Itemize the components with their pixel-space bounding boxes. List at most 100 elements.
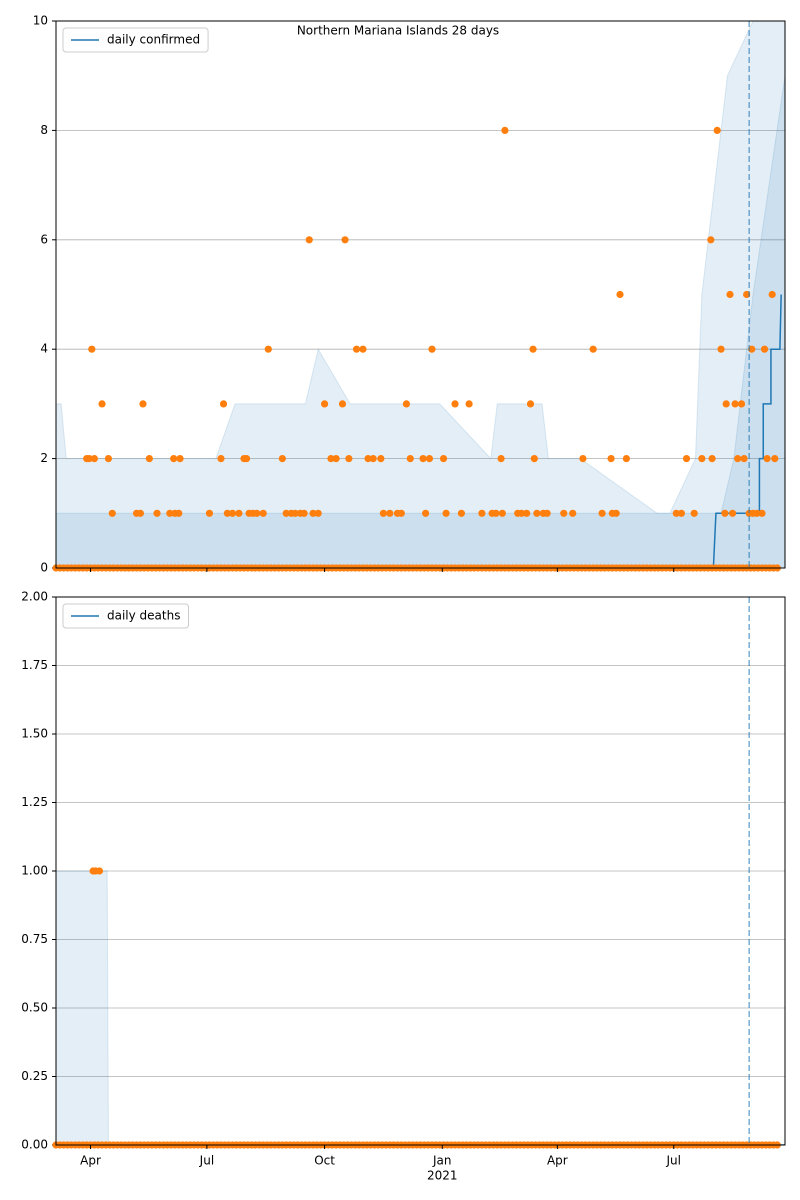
y-tick-label: 2 — [40, 451, 48, 465]
scatter-point — [166, 509, 174, 517]
y-tick-label: 1.00 — [21, 864, 48, 878]
scatter-point — [95, 867, 104, 875]
y-tick-label: 6 — [40, 232, 48, 246]
scatter-point — [607, 455, 615, 463]
scatter-point — [543, 509, 551, 517]
scatter-point — [352, 345, 361, 353]
scatter-point — [386, 509, 394, 517]
scatter-point — [320, 400, 329, 408]
scatter-point — [763, 455, 771, 463]
scatter-point — [451, 400, 459, 408]
scatter-point — [300, 509, 308, 517]
legend-label: daily confirmed — [107, 33, 200, 47]
y-tick-label: 8 — [40, 123, 48, 137]
scatter-point — [728, 509, 737, 517]
scatter-point — [88, 345, 96, 353]
scatter-point — [682, 455, 691, 463]
scatter-point — [139, 400, 147, 408]
scatter-point — [228, 509, 237, 517]
scatter-point — [492, 509, 500, 517]
scatter-point — [377, 455, 385, 463]
x-tick-label: Apr — [547, 1154, 568, 1168]
scatter-point — [176, 455, 184, 463]
x-year-label: 2021 — [427, 1169, 458, 1183]
legend-label: daily deaths — [107, 609, 180, 623]
scatter-point — [85, 455, 93, 463]
scatter-point — [345, 455, 353, 463]
scatter-point — [90, 455, 98, 463]
scatter-point — [379, 509, 388, 517]
x-tick-label: Apr — [80, 1154, 101, 1168]
legend-box — [62, 603, 189, 629]
y-tick-label: 0.75 — [21, 932, 48, 946]
scatter-point — [501, 126, 509, 134]
axes-frame — [55, 596, 786, 1146]
scatter-point — [533, 509, 541, 517]
scatter-point — [402, 400, 411, 408]
scatter-point — [758, 509, 766, 517]
scatter-point — [153, 509, 161, 517]
y-tick-label: 1.50 — [21, 727, 48, 741]
x-tick-label: Jan — [432, 1154, 452, 1168]
scatter-point — [690, 509, 698, 517]
scatter-point — [136, 509, 145, 517]
scatter-point — [259, 509, 267, 517]
scatter-point — [406, 455, 414, 463]
scatter-point — [145, 455, 153, 463]
band — [56, 75, 785, 568]
scatter-point — [713, 126, 721, 134]
scatter-point — [523, 509, 531, 517]
scatter-point — [677, 509, 686, 517]
scatter-point — [748, 345, 756, 353]
x-tick-label: Jul — [665, 1154, 680, 1168]
scatter-point — [175, 509, 183, 517]
data-line — [56, 294, 782, 568]
y-tick-label: 0.50 — [21, 1001, 48, 1015]
scatter-point — [707, 236, 715, 244]
scatter-point — [598, 509, 606, 517]
scatter-point — [223, 509, 231, 517]
scatter-point — [465, 400, 473, 408]
y-tick-label: 2.00 — [21, 590, 48, 604]
y-tick-label: 0 — [40, 561, 48, 575]
scatter-point — [753, 509, 761, 517]
scatter-point — [332, 455, 340, 463]
x-tick-label: Jul — [199, 1154, 214, 1168]
y-tick-label: 0.25 — [21, 1069, 48, 1083]
scatter-point — [529, 345, 537, 353]
scatter-point — [672, 509, 680, 517]
chart-title: Northern Mariana Islands 28 days — [297, 24, 499, 38]
scatter-point — [217, 455, 225, 463]
scatter-point — [698, 455, 706, 463]
scatter-point — [364, 455, 372, 463]
scatter-point — [768, 290, 776, 299]
scatter-point — [569, 509, 577, 517]
scatter-point — [442, 509, 450, 517]
scatter-point — [278, 455, 286, 463]
scatter-point — [314, 509, 322, 517]
x-tick-label: Oct — [314, 1154, 335, 1168]
scatter-point — [530, 455, 538, 463]
scatter-point — [219, 400, 228, 408]
y-tick-label: 0.00 — [21, 1138, 48, 1152]
scatter-point — [359, 345, 367, 353]
scatter-point — [422, 509, 430, 517]
y-tick-label: 10 — [33, 14, 48, 28]
scatter-point — [291, 509, 299, 517]
scatter-point — [205, 509, 214, 517]
scatter-point — [579, 455, 587, 463]
scatter-point — [589, 345, 597, 353]
scatter-point — [771, 455, 779, 463]
scatter-point — [721, 509, 729, 517]
scatter-point — [717, 345, 725, 353]
scatter-point — [98, 400, 106, 408]
scatter-point — [517, 509, 526, 517]
scatter-point — [341, 236, 349, 244]
scatter-point — [338, 400, 347, 408]
scatter-point — [560, 509, 568, 517]
scatter-point — [305, 236, 313, 244]
scatter-point — [612, 509, 620, 517]
